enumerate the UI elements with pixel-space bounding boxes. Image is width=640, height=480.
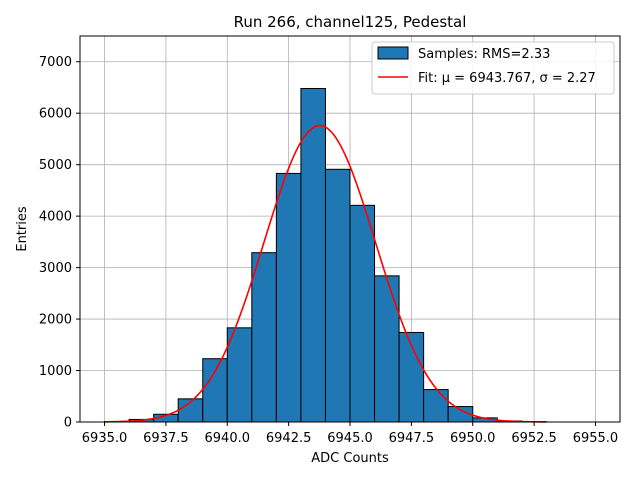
legend: Samples: RMS=2.33 Fit: μ = 6943.767, σ =…: [371, 41, 615, 95]
y-axis-label: Entries: [15, 206, 30, 252]
histogram-bar: [275, 172, 302, 423]
x-tick-label: 6935.0: [82, 431, 128, 446]
y-tick-label: 2000: [39, 313, 72, 328]
x-tick-label: 6942.5: [266, 431, 312, 446]
y-tick-label: 6000: [39, 107, 72, 122]
histogram-bar: [374, 275, 400, 423]
y-tick-label: 5000: [39, 158, 72, 173]
histogram-bar: [398, 331, 425, 423]
x-axis-ticks: 6935.0 6937.5 6940.0 6942.5 6945.0 6947.5 6950…: [82, 422, 618, 446]
y-tick-label: 1000: [39, 364, 72, 379]
x-axis-label: ADC Counts: [311, 451, 389, 466]
x-tick-label: 6937.5: [143, 431, 189, 446]
y-tick-label: 7000: [39, 55, 72, 70]
legend-box: [371, 41, 615, 95]
legend-histogram-label: Samples: RMS=2.33: [418, 47, 550, 62]
histogram-bar: [300, 87, 326, 423]
x-tick-label: 6952.5: [511, 431, 557, 446]
x-tick-label: 6945.0: [327, 431, 373, 446]
x-tick-label: 6955.0: [573, 431, 619, 446]
y-tick-label: 0: [64, 416, 72, 431]
legend-histogram-swatch: [377, 46, 409, 60]
histogram-bar: [226, 327, 253, 423]
fit-curve: [104, 124, 547, 423]
y-tick-label: 3000: [39, 261, 72, 276]
histogram-bars: [104, 87, 547, 423]
histogram-bar: [349, 204, 376, 423]
histogram-bar: [251, 252, 277, 423]
chart-title: Run 266, channel125, Pedestal: [234, 13, 467, 31]
histogram-bar: [202, 358, 228, 423]
legend-fit-label: Fit: μ = 6943.767, σ = 2.27: [418, 71, 596, 86]
x-tick-label: 6947.5: [389, 431, 435, 446]
x-tick-label: 6940.0: [205, 431, 251, 446]
histogram-bar: [324, 168, 351, 423]
y-tick-label: 4000: [39, 210, 72, 225]
y-axis-ticks: 0 1000 2000 3000 4000 5000 6000 7000: [39, 55, 80, 431]
x-tick-label: 6950.0: [450, 431, 496, 446]
histogram-bar: [423, 389, 449, 423]
